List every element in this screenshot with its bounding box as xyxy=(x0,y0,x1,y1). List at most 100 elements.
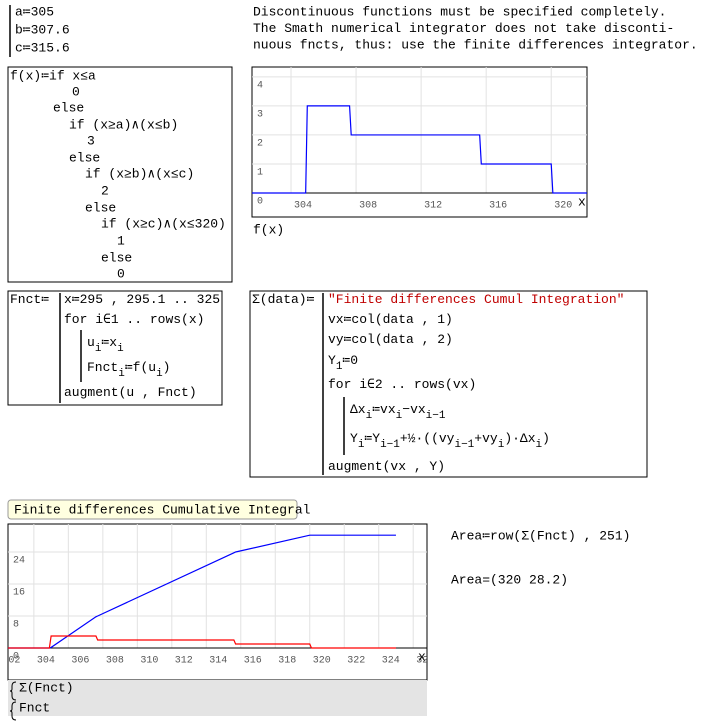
plot-area: 304 308 312 316 320 0 1 2 3 4 x xyxy=(252,67,587,212)
y-tick-label: 2 xyxy=(257,139,263,150)
program-line: 1 xyxy=(117,233,125,248)
x-tick-label: 308 xyxy=(359,201,377,212)
program-box xyxy=(7,290,223,406)
legend-area xyxy=(8,680,427,716)
area-definition: Area≔row(Σ(Fnct) , 251) xyxy=(451,528,630,543)
program-line: 0 xyxy=(117,266,125,281)
subscript: i xyxy=(156,368,163,380)
program-line: 3 xyxy=(87,133,95,148)
x-tick-label: 318 xyxy=(278,656,296,667)
subscript: i xyxy=(536,439,543,451)
x-tick-label: 312 xyxy=(424,201,442,212)
expression: +vy xyxy=(474,431,498,446)
expression: Fnct xyxy=(87,360,118,375)
plot-area: 302 304 306 308 310 312 314 316 318 320 322 324 326 0… xyxy=(2,524,434,667)
x-tick-label: 326 xyxy=(416,656,434,667)
definition: b≔307.6 xyxy=(15,22,70,37)
note-line: The Smath numerical integrator does not … xyxy=(253,21,674,36)
subscript: i−1 xyxy=(454,439,474,451)
y-tick-label: 4 xyxy=(257,81,263,92)
expression: x≔295 , 295.1 .. 325 xyxy=(64,292,220,307)
expression: ) xyxy=(542,431,550,446)
program-line: Σ(data)≔ xyxy=(252,292,315,307)
program-line: "Finite differences Cumul Integration" xyxy=(328,292,624,307)
y-tick-label: 0 xyxy=(13,652,19,663)
program-line: Yi≔Yi−1+½·((vyi−1+vyi)·Δxi) xyxy=(350,431,550,450)
program-box xyxy=(249,290,648,478)
subscript: i xyxy=(95,343,102,355)
expression: Δx xyxy=(350,402,366,417)
program-line: Y1≔0 xyxy=(328,353,358,372)
y-tick-label: 8 xyxy=(13,620,19,631)
y-tick-label: 24 xyxy=(13,556,25,567)
program-line: Δxi≔vxi−vxi−1 xyxy=(350,402,446,421)
program-line: vx≔col(data , 1) xyxy=(328,312,453,327)
expression: ≔f(u xyxy=(125,360,156,375)
x-tick-label: 314 xyxy=(209,656,227,667)
legend-entry: f(x) xyxy=(253,222,284,237)
x-axis-label: x xyxy=(418,649,426,664)
program-line: if (x≥c)∧(x≤320) xyxy=(101,216,226,231)
x-tick-label: 312 xyxy=(175,656,193,667)
expression: )·Δx xyxy=(504,431,535,446)
x-tick-label: 306 xyxy=(71,656,89,667)
subscript: i−1 xyxy=(426,410,446,422)
expression: for i∈1 .. rows(x) xyxy=(64,312,204,327)
program-line: 0 xyxy=(72,84,80,99)
expression: augment(u , Fnct) xyxy=(64,385,197,400)
x-axis-label: x xyxy=(578,194,586,209)
expression: augment(vx , Y) xyxy=(328,459,445,474)
program-line: vy≔col(data , 2) xyxy=(328,332,453,347)
expression: vy≔col(data , 2) xyxy=(328,332,453,347)
expression: ≔x xyxy=(101,335,117,350)
x-tick-label: 324 xyxy=(382,656,400,667)
subscript: i xyxy=(358,439,365,451)
x-tick-label: 304 xyxy=(294,201,312,212)
expression: Fnct≔ xyxy=(10,292,49,307)
y-tick-label: 3 xyxy=(257,110,263,121)
legend-entry: Σ(Fnct) xyxy=(19,680,74,695)
legend-brace xyxy=(9,701,17,721)
x-tick-label: 308 xyxy=(106,656,124,667)
title-box xyxy=(7,499,298,520)
area-result: Area=(320 28.2) xyxy=(451,572,568,587)
data-line xyxy=(8,635,396,649)
expression: Σ(data)≔ xyxy=(252,292,315,307)
expression: ≔vx xyxy=(372,402,396,417)
program-line: if (x≥b)∧(x≤c) xyxy=(85,166,194,181)
x-tick-label: 302 xyxy=(2,656,20,667)
plot-frame xyxy=(251,66,588,218)
legend-entry: Fnct xyxy=(19,700,50,715)
program-line: 2 xyxy=(101,183,109,198)
expression: ≔Y xyxy=(364,431,380,446)
program-line: for i∈2 .. rows(vx) xyxy=(328,377,476,392)
expression: +½·((vy xyxy=(400,431,455,446)
program-line: augment(u , Fnct) xyxy=(64,385,197,400)
y-tick-label: 0 xyxy=(257,197,263,208)
program-line: else xyxy=(85,200,116,215)
x-tick-label: 316 xyxy=(489,201,507,212)
expression: ) xyxy=(163,360,171,375)
plot-frame xyxy=(7,523,428,681)
program-line: if (x≥a)∧(x≤b) xyxy=(69,117,178,132)
program-line: else xyxy=(69,150,100,165)
program-line: for i∈1 .. rows(x) xyxy=(64,312,204,327)
definition: c≔315.6 xyxy=(15,40,70,55)
expression: −vx xyxy=(402,402,426,417)
legend-brace xyxy=(9,681,17,701)
x-tick-label: 316 xyxy=(244,656,262,667)
expression: for i∈2 .. rows(vx) xyxy=(328,377,476,392)
chart-title: Finite differences Cumulative Integral xyxy=(14,502,311,517)
expression: vx≔col(data , 1) xyxy=(328,312,453,327)
expression: Y xyxy=(328,353,336,368)
subscript: i xyxy=(117,343,124,355)
data-line xyxy=(252,105,587,194)
subscript: i xyxy=(498,439,505,451)
subscript: i xyxy=(366,410,373,422)
program-line: augment(vx , Y) xyxy=(328,459,445,474)
program-line: x≔295 , 295.1 .. 325 xyxy=(64,292,220,307)
expression: Y xyxy=(350,431,358,446)
expression: "Finite differences Cumul Integration" xyxy=(328,292,624,307)
y-tick-label: 16 xyxy=(13,588,25,599)
